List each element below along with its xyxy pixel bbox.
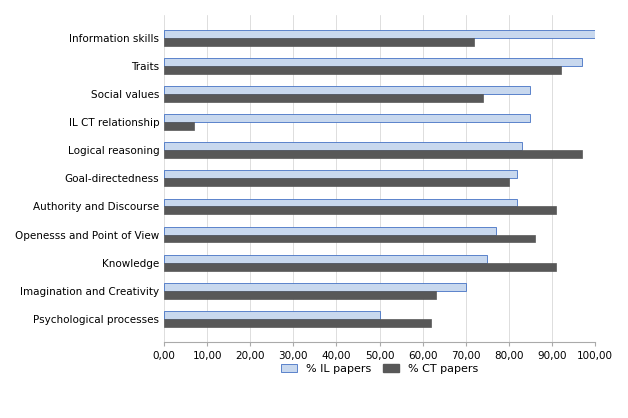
Bar (164, 38, 474, 46)
Bar (164, 150, 582, 158)
Bar (164, 142, 522, 150)
Bar (164, 171, 517, 178)
Bar (164, 206, 556, 214)
Bar (164, 58, 582, 66)
Bar (164, 227, 496, 234)
Bar (164, 94, 483, 102)
Bar (164, 234, 534, 242)
Bar (164, 283, 466, 291)
Bar (164, 319, 431, 327)
Bar (164, 255, 487, 263)
Bar (164, 291, 436, 299)
Legend: % IL papers, % CT papers: % IL papers, % CT papers (276, 359, 483, 379)
Bar (164, 122, 194, 130)
Bar (164, 199, 517, 206)
Bar (164, 86, 531, 94)
Bar (164, 263, 556, 270)
Bar (164, 66, 561, 74)
Bar (164, 114, 531, 122)
Bar (164, 311, 379, 319)
Bar (164, 178, 509, 186)
Bar (164, 30, 595, 38)
